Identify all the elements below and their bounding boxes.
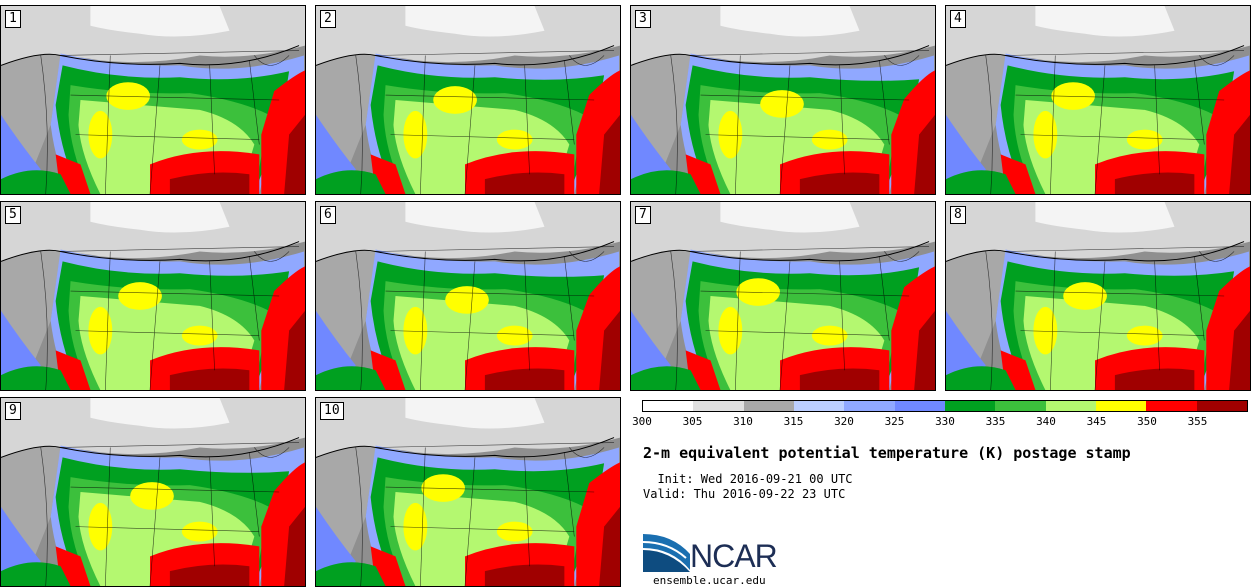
colorbar-segment — [1095, 401, 1147, 411]
panel-number-label: 9 — [5, 402, 21, 420]
colorbar-tick-label: 305 — [682, 415, 703, 428]
panel-number-label: 3 — [635, 10, 651, 28]
ncar-logo-text: NCAR — [690, 538, 778, 574]
colorbar-segment — [1045, 401, 1096, 411]
colorbar-segment — [844, 401, 895, 411]
ensemble-member-map: 7 — [630, 201, 936, 391]
ncar-logo-icon — [642, 534, 690, 572]
ensemble-member-map: 8 — [945, 201, 1251, 391]
valid-time: Valid: Thu 2016-09-22 23 UTC — [643, 487, 846, 501]
ensemble-member-map: 6 — [315, 201, 621, 391]
colorbar-segment — [1196, 401, 1247, 411]
colorbar-segment — [743, 401, 794, 411]
ensemble-member-map: 4 — [945, 5, 1251, 195]
colorbar-segment — [944, 401, 996, 411]
colorbar-tick-label: 355 — [1187, 415, 1208, 428]
init-time: Init: Wed 2016-09-21 00 UTC — [643, 472, 853, 486]
ensemble-member-map: 1 — [0, 5, 306, 195]
colorbar-tick-label: 325 — [884, 415, 905, 428]
ensemble-member-map: 9 — [0, 397, 306, 587]
colorbar-tick-label: 335 — [985, 415, 1006, 428]
ensemble-member-map: 5 — [0, 201, 306, 391]
panel-number-label: 8 — [950, 206, 966, 224]
colorbar-tick-label: 300 — [632, 415, 652, 428]
colorbar-tick-label: 320 — [834, 415, 854, 428]
panel-number-label: 1 — [5, 10, 21, 28]
colorbar-segment — [894, 401, 945, 411]
colorbar-tick-label: 345 — [1086, 415, 1107, 428]
colorbar-tick-label: 350 — [1137, 415, 1157, 428]
ensemble-member-map: 3 — [630, 5, 936, 195]
colorbar — [642, 400, 1248, 412]
panel-number-label: 2 — [320, 10, 336, 28]
panel-number-label: 5 — [5, 206, 21, 224]
colorbar-segment — [643, 401, 694, 411]
figure-title: 2-m equivalent potential temperature (K)… — [643, 444, 1131, 462]
colorbar-tick-label: 330 — [935, 415, 955, 428]
colorbar-segment — [995, 401, 1046, 411]
colorbar-tick-label: 340 — [1036, 415, 1056, 428]
ensemble-member-map: 2 — [315, 5, 621, 195]
panel-number-label: 10 — [320, 402, 344, 420]
panel-number-label: 6 — [320, 206, 336, 224]
colorbar-tick-label: 310 — [733, 415, 753, 428]
site-url: ensemble.ucar.edu — [653, 574, 766, 587]
ensemble-member-map: 10 — [315, 397, 621, 587]
colorbar-tick-label: 315 — [783, 415, 804, 428]
colorbar-segment — [793, 401, 845, 411]
colorbar-segment — [693, 401, 744, 411]
panel-number-label: 7 — [635, 206, 651, 224]
colorbar-segment — [1146, 401, 1197, 411]
panel-number-label: 4 — [950, 10, 966, 28]
